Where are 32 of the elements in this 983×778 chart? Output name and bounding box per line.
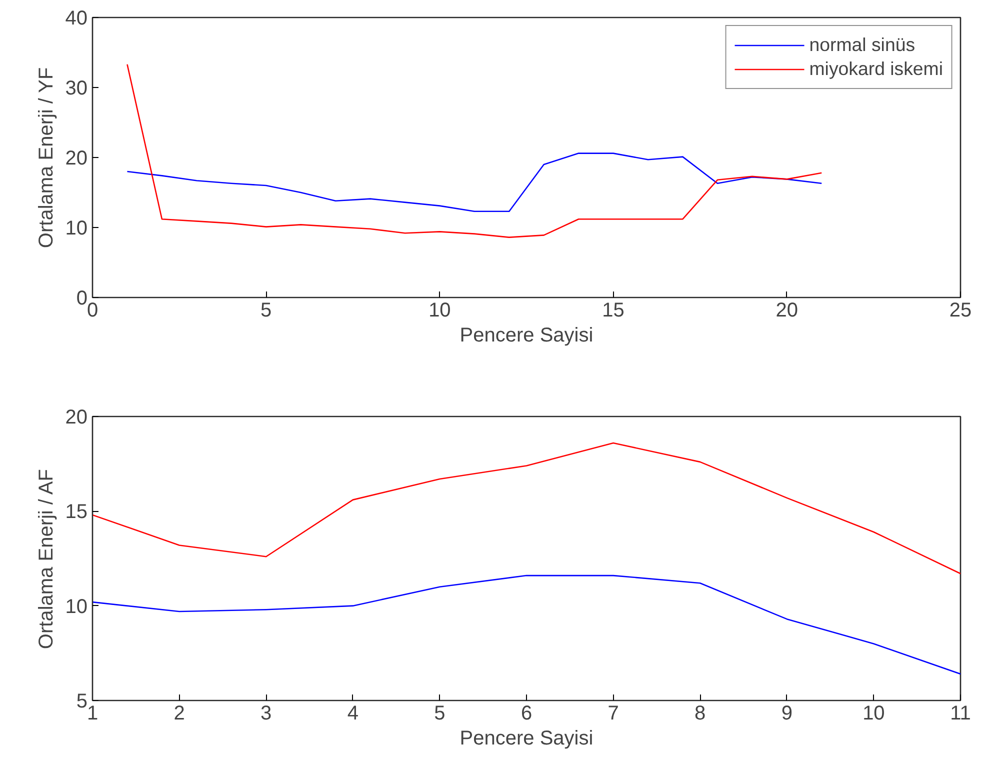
y-axis-title: Ortalama Enerji / AF bbox=[35, 469, 58, 650]
x-tick-label: 5 bbox=[260, 300, 272, 322]
line-series bbox=[92, 442, 960, 574]
x-tick-label: 11 bbox=[950, 702, 971, 724]
line-series bbox=[126, 152, 822, 212]
x-tick-label: 6 bbox=[520, 702, 532, 724]
y-tick-label: 30 bbox=[65, 78, 88, 100]
x-tick-label: 4 bbox=[347, 702, 358, 724]
x-axis-title: Pencere Sayisi bbox=[460, 324, 594, 346]
x-tick-label: 15 bbox=[602, 300, 624, 322]
x-tick-label: 7 bbox=[608, 702, 619, 724]
x-tick-label: 10 bbox=[862, 702, 885, 724]
y-tick-label: 10 bbox=[65, 218, 88, 240]
y-tick-label: 40 bbox=[65, 8, 88, 30]
x-tick-label: 8 bbox=[694, 702, 706, 724]
x-axis-title: Pencere Sayisi bbox=[460, 728, 594, 750]
y-tick-label: 10 bbox=[65, 596, 88, 618]
x-tick-label: 20 bbox=[776, 300, 798, 322]
y-axis-title: Ortalama Enerji / YF bbox=[35, 67, 58, 248]
y-tick-label: 20 bbox=[65, 148, 88, 170]
y-tick-label: 20 bbox=[65, 406, 88, 428]
x-tick-label: 1 bbox=[86, 702, 98, 724]
x-tick-label: 3 bbox=[260, 702, 272, 724]
legend-label: miyokard iskemi bbox=[809, 58, 943, 80]
x-tick-label: 25 bbox=[949, 300, 972, 322]
y-tick-label: 15 bbox=[65, 501, 88, 524]
x-tick-label: 5 bbox=[434, 702, 446, 724]
x-tick-label: 10 bbox=[428, 300, 451, 322]
line-series bbox=[92, 574, 960, 675]
x-tick-label: 9 bbox=[781, 702, 792, 724]
x-tick-label: 2 bbox=[174, 702, 185, 724]
legend-label: normal sinüs bbox=[809, 34, 916, 56]
